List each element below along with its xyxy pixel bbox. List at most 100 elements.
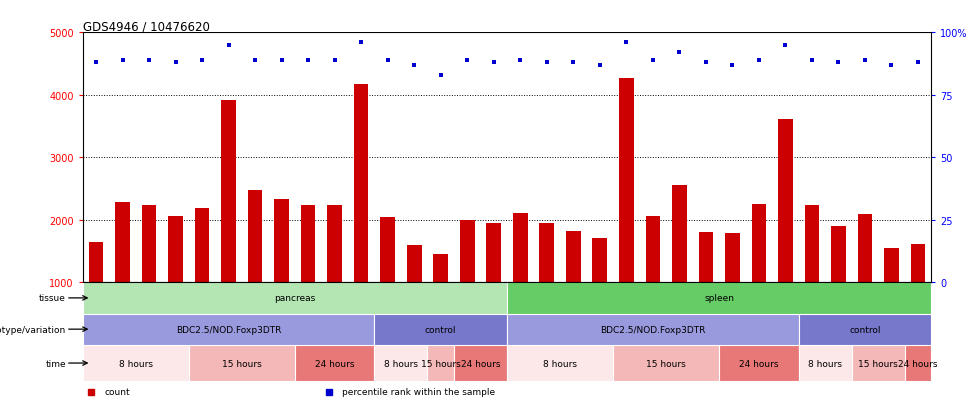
Bar (189, 345, 294, 381)
Bar (720, 345, 799, 381)
Point (300, 57, 316, 64)
Bar (507, 345, 613, 381)
Point (353, 40, 369, 46)
Bar (380, 218, 395, 345)
Point (513, 57, 528, 64)
Point (221, 42, 237, 49)
Bar (804, 206, 819, 345)
Text: 24 hours: 24 hours (315, 358, 355, 368)
Point (672, 50, 687, 56)
Bar (248, 190, 262, 345)
Bar (354, 85, 369, 345)
Bar (884, 249, 899, 345)
Point (698, 60, 714, 66)
Text: genotype/variation: genotype/variation (0, 325, 66, 334)
Point (327, 57, 342, 64)
Text: BDC2.5/NOD.Foxp3DTR: BDC2.5/NOD.Foxp3DTR (600, 325, 706, 334)
Text: GDS4946 / 10476620: GDS4946 / 10476620 (83, 20, 210, 33)
Bar (374, 314, 507, 345)
Text: 8 hours: 8 hours (543, 358, 577, 368)
Point (248, 57, 263, 64)
Point (883, 62, 899, 69)
Bar (294, 345, 374, 381)
Bar (619, 79, 634, 345)
Text: 15 hours: 15 hours (858, 358, 898, 368)
Text: control: control (849, 325, 880, 334)
Point (539, 60, 555, 66)
Point (831, 60, 846, 66)
Point (645, 57, 661, 64)
Point (777, 42, 793, 49)
Bar (613, 345, 720, 381)
Text: 15 hours: 15 hours (421, 358, 460, 368)
Bar (141, 205, 156, 345)
Bar (169, 216, 183, 345)
Point (380, 57, 396, 64)
Bar (858, 215, 873, 345)
Text: 8 hours: 8 hours (808, 358, 842, 368)
Text: control: control (425, 325, 456, 334)
Bar (539, 224, 554, 345)
Bar (851, 345, 905, 381)
Text: count: count (104, 387, 130, 396)
Bar (905, 345, 931, 381)
Point (592, 62, 607, 69)
Bar (460, 221, 475, 345)
Bar (645, 216, 660, 345)
Bar (221, 100, 236, 345)
Point (751, 57, 766, 64)
Bar (831, 226, 845, 345)
Text: percentile rank within the sample: percentile rank within the sample (341, 387, 494, 396)
Point (459, 57, 475, 64)
Bar (507, 314, 799, 345)
Bar (407, 246, 421, 345)
Text: spleen: spleen (704, 294, 734, 303)
Point (89, 60, 104, 66)
Point (141, 57, 157, 64)
Bar (911, 244, 925, 345)
Bar (195, 209, 210, 345)
Text: pancreas: pancreas (274, 294, 316, 303)
Point (910, 60, 925, 66)
Bar (672, 185, 686, 345)
Text: 24 hours: 24 hours (739, 358, 779, 368)
Text: 15 hours: 15 hours (222, 358, 262, 368)
Bar (434, 254, 448, 345)
Bar (513, 214, 527, 345)
Bar (274, 199, 289, 345)
Bar (83, 314, 374, 345)
Bar (374, 345, 427, 381)
Point (486, 60, 501, 66)
Text: 24 hours: 24 hours (461, 358, 500, 368)
Bar (83, 282, 507, 314)
Bar (566, 231, 580, 345)
Bar (487, 224, 501, 345)
Point (618, 40, 634, 46)
Bar (507, 282, 931, 314)
Point (857, 57, 873, 64)
Point (168, 60, 183, 66)
Bar (593, 239, 607, 345)
Point (804, 57, 820, 64)
Text: 8 hours: 8 hours (119, 358, 153, 368)
Text: 24 hours: 24 hours (898, 358, 938, 368)
Bar (454, 345, 507, 381)
Bar (301, 205, 316, 345)
Point (115, 57, 131, 64)
Bar (328, 206, 342, 345)
Bar (89, 243, 103, 345)
Point (194, 57, 210, 64)
Bar (725, 234, 740, 345)
Point (407, 62, 422, 69)
Bar (427, 345, 454, 381)
Bar (778, 120, 793, 345)
Text: BDC2.5/NOD.Foxp3DTR: BDC2.5/NOD.Foxp3DTR (176, 325, 282, 334)
Bar (799, 345, 851, 381)
Bar (698, 233, 713, 345)
Bar (799, 314, 931, 345)
Text: 15 hours: 15 hours (646, 358, 686, 368)
Text: time: time (45, 358, 66, 368)
Point (274, 57, 290, 64)
Bar (83, 345, 189, 381)
Bar (752, 204, 766, 345)
